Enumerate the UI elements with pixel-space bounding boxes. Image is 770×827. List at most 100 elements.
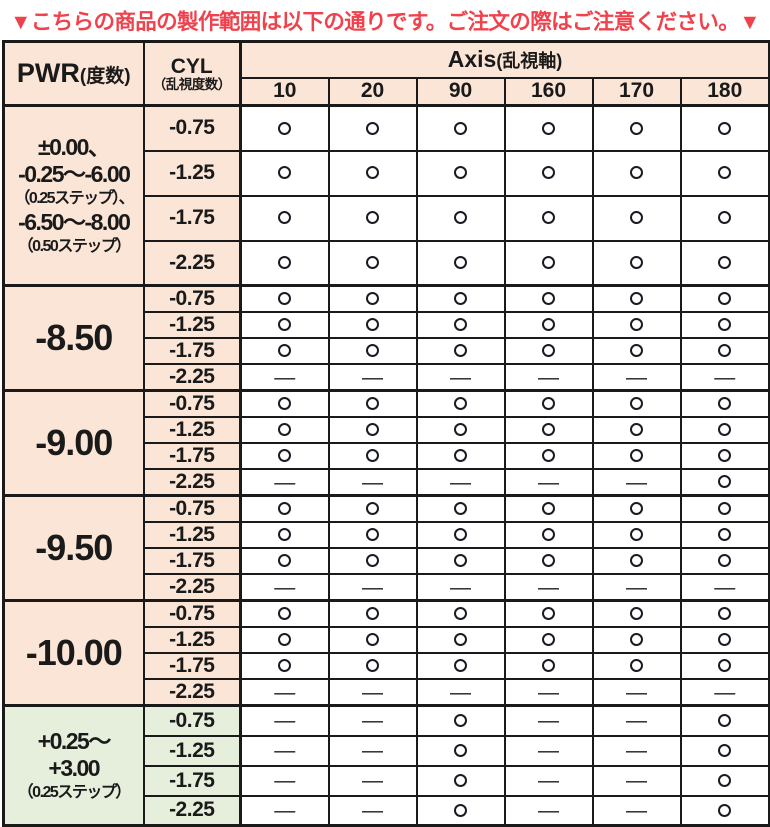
available-circle-icon — [630, 292, 643, 306]
available-circle-icon — [454, 423, 467, 437]
cyl-cell: -1.25 — [142, 311, 242, 339]
available-circle-icon — [718, 714, 732, 728]
available-circle-icon — [366, 659, 379, 673]
availability-cell — [591, 239, 682, 287]
pwr-header-label: PWR — [16, 58, 80, 88]
available-circle-icon — [366, 211, 379, 225]
availability-cell: — — [239, 363, 330, 392]
available-circle-icon — [454, 743, 467, 757]
available-circle-icon — [454, 714, 467, 728]
cyl-cell: -1.75 — [142, 194, 242, 242]
availability-cell — [591, 149, 682, 197]
available-circle-icon — [278, 554, 292, 568]
axis-value-header: 160 — [503, 76, 594, 107]
cyl-cell: -0.75 — [142, 389, 242, 418]
available-circle-icon — [366, 502, 379, 516]
cyl-header-label: CYL — [170, 54, 213, 78]
availability-cell — [415, 547, 506, 575]
available-circle-icon — [718, 743, 732, 757]
availability-cell: — — [415, 468, 506, 497]
availability-cell: — — [591, 734, 682, 767]
availability-cell — [239, 442, 330, 470]
availability-cell: — — [503, 363, 594, 392]
availability-cell — [679, 468, 770, 497]
availability-cell — [503, 547, 594, 575]
unavailable-dash-icon: — — [626, 470, 647, 494]
available-circle-icon — [630, 528, 643, 542]
table-row: -1.75 — [4, 652, 770, 680]
availability-cell — [415, 311, 506, 339]
unavailable-dash-icon: — — [450, 680, 471, 704]
availability-cell — [415, 104, 506, 152]
available-circle-icon — [630, 554, 643, 568]
axis-values-row: 10 20 90 160 170 180 — [4, 76, 770, 107]
availability-cell — [679, 652, 770, 680]
available-circle-icon — [542, 554, 555, 568]
availability-cell: — — [327, 794, 418, 827]
availability-cell — [327, 284, 418, 313]
unavailable-dash-icon: — — [362, 470, 383, 494]
availability-cell — [503, 626, 594, 654]
availability-cell — [239, 652, 330, 680]
available-circle-icon — [454, 318, 467, 332]
availability-cell — [239, 494, 330, 523]
availability-cell — [503, 284, 594, 313]
availability-cell — [679, 764, 770, 797]
available-circle-icon — [454, 607, 467, 621]
availability-cell — [239, 547, 330, 575]
availability-cell — [591, 284, 682, 313]
availability-cell: — — [239, 468, 330, 497]
availability-cell: — — [591, 678, 682, 707]
availability-cell — [415, 734, 506, 767]
availability-cell — [415, 704, 506, 737]
available-circle-icon — [630, 256, 643, 270]
availability-cell — [327, 547, 418, 575]
availability-cell — [239, 311, 330, 339]
axis-column-header: Axis(乱視軸) — [238, 40, 770, 79]
availability-cell: — — [503, 734, 594, 767]
availability-cell: — — [503, 704, 594, 737]
notice-banner: ▼こちらの商品の製作範囲は以下の通りです。ご注文の際はご注意ください。▼ — [10, 10, 760, 34]
pwr-range-text: -10.00 — [25, 632, 123, 674]
availability-cell: — — [327, 468, 418, 497]
availability-cell — [503, 194, 594, 242]
availability-cell — [239, 521, 330, 549]
available-circle-icon — [454, 773, 467, 787]
available-circle-icon — [630, 211, 643, 225]
availability-cell: — — [239, 794, 330, 827]
available-circle-icon — [718, 397, 732, 411]
available-circle-icon — [630, 502, 643, 516]
availability-cell — [503, 337, 594, 365]
unavailable-dash-icon: — — [362, 769, 383, 792]
available-circle-icon — [454, 292, 467, 306]
availability-cell — [327, 442, 418, 470]
unavailable-dash-icon: — — [538, 470, 559, 494]
availability-cell — [503, 389, 594, 418]
table-body: ±0.00、 -0.25〜-6.00 （0.25ステップ）、 -6.50〜-8.00 （… — [2, 104, 770, 827]
axis-value-header: 170 — [591, 76, 682, 107]
availability-cell — [503, 599, 594, 628]
availability-cell — [327, 194, 418, 242]
available-circle-icon — [454, 528, 467, 542]
availability-cell: — — [239, 704, 330, 737]
availability-cell — [327, 104, 418, 152]
available-circle-icon — [454, 211, 467, 225]
axis-header-sublabel: (乱視軸) — [496, 51, 563, 72]
available-circle-icon — [718, 803, 732, 817]
available-circle-icon — [718, 423, 732, 437]
availability-cell — [239, 149, 330, 197]
availability-cell — [591, 599, 682, 628]
table-row: -1.25 — [4, 416, 770, 444]
pwr-range-text: +3.00 — [48, 755, 100, 781]
unavailable-dash-icon: — — [626, 798, 647, 822]
unavailable-dash-icon: — — [538, 575, 559, 599]
axis-value-header: 20 — [327, 76, 418, 107]
availability-cell — [591, 521, 682, 549]
availability-cell — [591, 311, 682, 339]
unavailable-dash-icon: — — [538, 680, 559, 704]
availability-cell — [415, 239, 506, 287]
availability-cell — [503, 416, 594, 444]
available-circle-icon — [542, 397, 555, 411]
available-circle-icon — [542, 449, 555, 463]
